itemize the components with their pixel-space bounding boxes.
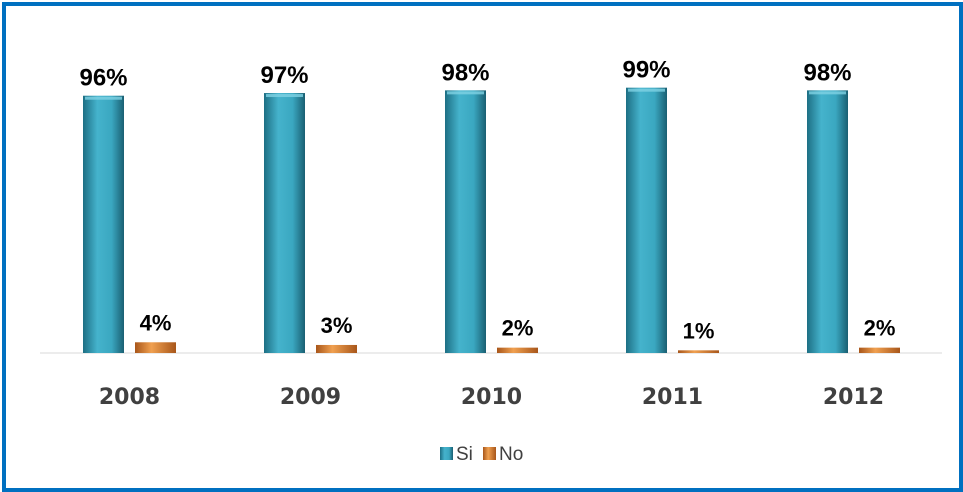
data-label-no-2011: 1%	[683, 318, 715, 343]
legend: Si No	[440, 444, 523, 465]
data-label-no-2010: 2%	[502, 316, 534, 341]
data-label-no-2009: 3%	[321, 313, 353, 338]
bar-highlight	[266, 94, 303, 98]
data-label-si-2012: 98%	[803, 59, 851, 86]
bar-highlight	[809, 91, 846, 95]
bar-si-2012	[807, 90, 848, 354]
bar-no-2008	[135, 342, 176, 353]
bar-no-2012	[859, 347, 900, 353]
bar-no-2011	[678, 350, 719, 353]
legend-label-si: Si	[456, 444, 473, 465]
bar-si-2009	[264, 93, 305, 353]
bar-no-2010	[497, 347, 538, 353]
bar-no-2009	[316, 344, 357, 353]
data-label-si-2011: 99%	[622, 57, 670, 84]
data-label-no-2012: 2%	[864, 316, 896, 341]
bar-si-2011	[626, 87, 667, 354]
bar-highlight	[628, 88, 665, 92]
x-tick-label-2011: 2011	[642, 385, 703, 410]
bar-si-2008	[83, 95, 124, 353]
x-tick-label-2010: 2010	[461, 385, 522, 410]
bar-highlight	[447, 91, 484, 95]
data-label-si-2008: 96%	[79, 65, 127, 92]
data-label-si-2009: 97%	[260, 62, 308, 89]
legend-label-no: No	[499, 444, 523, 465]
bar-si-2010	[445, 90, 486, 354]
legend-swatch-si	[440, 447, 453, 460]
data-label-si-2010: 98%	[441, 59, 489, 86]
x-tick-label-2012: 2012	[823, 385, 884, 410]
legend-swatch-no	[483, 447, 496, 460]
x-tick-label-2008: 2008	[99, 385, 160, 410]
x-tick-label-2009: 2009	[280, 385, 341, 410]
bar-highlight	[85, 96, 122, 100]
data-label-no-2008: 4%	[140, 310, 172, 335]
